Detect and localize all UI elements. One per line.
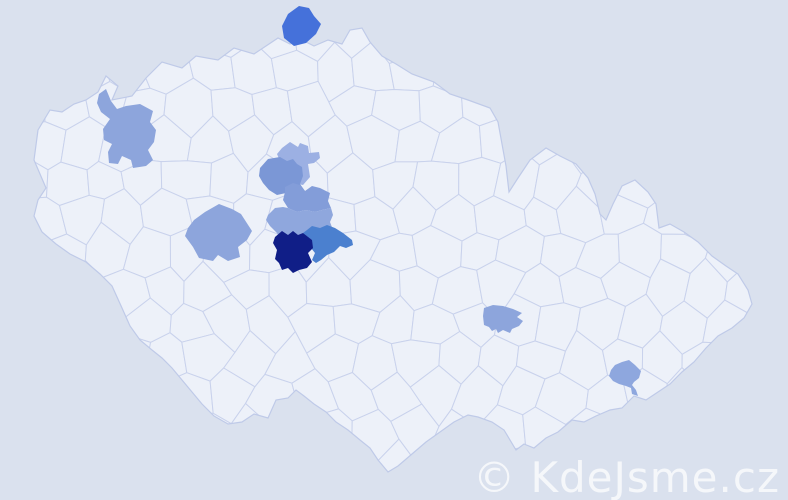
highlighted-district-southeast[interactable] — [609, 360, 641, 396]
highlighted-district-central-mid[interactable] — [283, 183, 331, 212]
highlighted-district-pribram[interactable] — [185, 204, 252, 261]
highlighted-district-east-central[interactable] — [483, 305, 523, 333]
highlighted-district-central-east[interactable] — [303, 225, 353, 263]
district-cell[interactable] — [724, 266, 771, 318]
highlighted-district-central-dark[interactable] — [273, 231, 313, 273]
highlighted-district-north[interactable] — [282, 6, 321, 46]
highlighted-district-west[interactable] — [97, 89, 156, 168]
highlighted-districts — [97, 6, 641, 396]
